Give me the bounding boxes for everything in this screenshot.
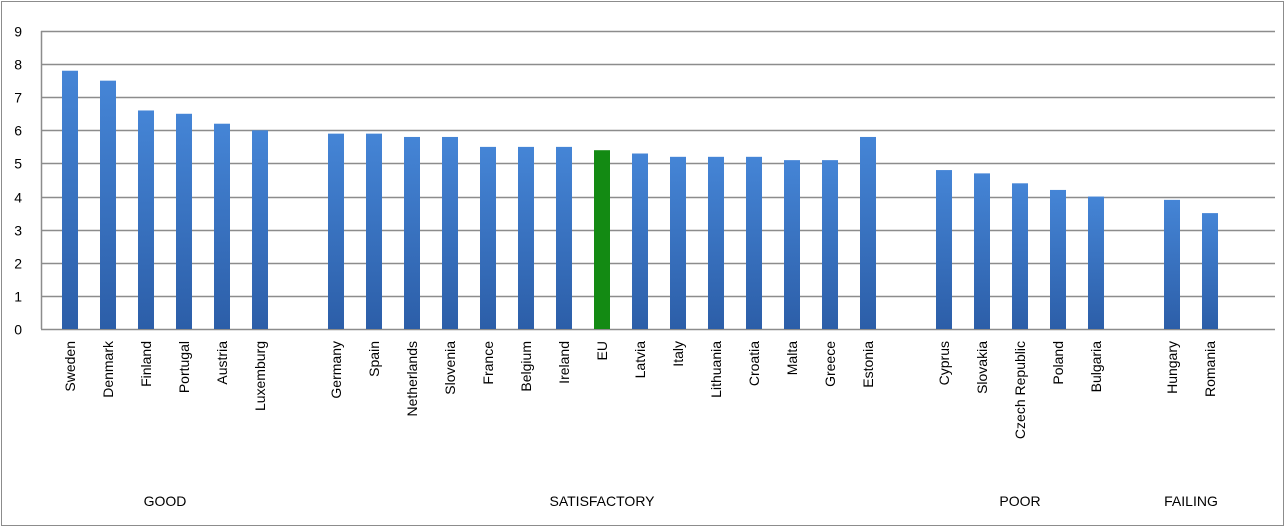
bar-portugal [176,113,192,330]
x-category-label: Romania [1202,341,1218,397]
y-tick-label: 9 [14,24,22,40]
x-category-label: Estonia [860,341,876,388]
y-tick-label: 5 [14,156,22,172]
bar-belgium [518,146,534,329]
bar-luxemburg [252,130,268,329]
x-category-label: Sweden [62,341,78,392]
group-labels: GOOD SATISFACTORY POOR FAILING [144,493,1218,509]
bar-romania [1202,213,1218,329]
bar-croatia [746,156,762,329]
group-label: GOOD [144,493,187,509]
x-category-label: Luxemburg [252,341,268,411]
bar-hungary [1164,199,1180,329]
bar-slovenia [442,136,458,329]
x-category-label: Slovenia [442,341,458,395]
bar-bulgaria [1088,196,1104,329]
bar-sweden [62,70,78,329]
x-category-label: Netherlands [404,341,420,417]
y-tick-label: 1 [14,289,22,305]
bar-finland [138,110,154,329]
x-category-label: Portugal [176,341,192,393]
bar-denmark [100,80,116,330]
bar-france [480,146,496,329]
bar-italy [670,156,686,329]
bar-netherlands [404,136,420,329]
x-category-label: Hungary [1164,341,1180,394]
x-category-label: Bulgaria [1088,341,1104,393]
bar-eu [594,150,610,329]
y-tick-label: 0 [14,322,22,338]
y-tick-label: 4 [14,190,22,206]
group-label: POOR [999,493,1040,509]
x-category-label: Greece [822,341,838,387]
y-axis-ticks: 0 1 2 3 4 5 6 7 8 9 [14,24,22,338]
x-category-label: Slovakia [974,341,990,394]
x-category-label: Finland [138,341,154,387]
x-category-label: Croatia [746,341,762,386]
x-category-label: Latvia [632,341,648,379]
bar-greece [822,160,838,329]
x-category-label: Cyprus [936,341,952,385]
x-category-label: Malta [784,341,800,375]
bar-cyprus [936,170,952,329]
bar-czech-republic [1012,183,1028,329]
x-category-label: Italy [670,341,686,367]
x-category-label: Lithuania [708,341,724,398]
bar-latvia [632,153,648,329]
group-label: FAILING [1164,493,1218,509]
bars [62,70,1218,330]
x-category-label: Belgium [518,341,534,392]
bar-slovakia [974,173,990,329]
bar-ireland [556,146,572,329]
y-tick-label: 7 [14,90,22,106]
y-tick-label: 8 [14,57,22,73]
bar-germany [328,133,344,329]
gridlines [40,30,1275,331]
bar-spain [366,133,382,329]
bar-austria [214,123,230,329]
y-tick-label: 2 [14,256,22,272]
x-category-label: Austria [214,341,230,385]
bar-estonia [860,136,876,329]
bar-malta [784,160,800,329]
x-category-label: Spain [366,341,382,377]
x-category-label: Germany [328,341,344,399]
y-tick-label: 6 [14,123,22,139]
x-category-label: Ireland [556,341,572,384]
bar-poland [1050,189,1066,329]
x-axis-labels: Sweden Denmark Finland Portugal Austria Luxem… [62,340,1218,439]
x-category-label: France [480,341,496,385]
x-category-label: Poland [1050,341,1066,385]
bar-lithuania [708,156,724,329]
x-category-label: Denmark [100,340,116,398]
y-tick-label: 3 [14,223,22,239]
x-category-label: EU [594,341,610,360]
group-label: SATISFACTORY [549,493,655,509]
x-category-label: Czech Republic [1012,341,1028,439]
